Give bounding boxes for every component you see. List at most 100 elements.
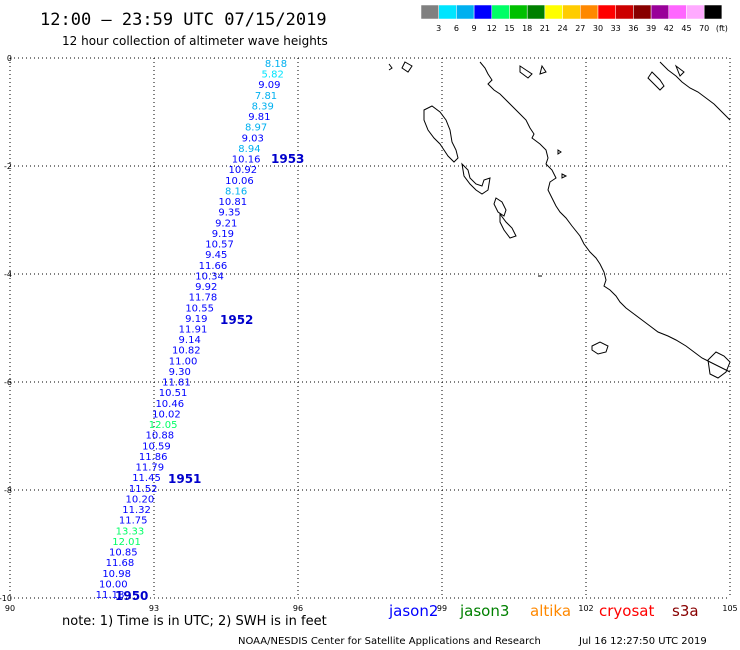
legend-label: 45 xyxy=(681,24,691,33)
legend-label: 12 xyxy=(487,24,497,33)
legend-swatch xyxy=(615,4,634,20)
orbit-number: 1951 xyxy=(168,472,201,486)
legend-swatch xyxy=(562,4,581,20)
swh-value: 9.03 xyxy=(242,133,264,144)
satellite-name: jason3 xyxy=(459,602,509,620)
swh-value: 12.01 xyxy=(112,537,141,548)
swh-value: 9.09 xyxy=(258,80,280,91)
swh-value: 11.78 xyxy=(189,293,218,304)
swh-value: 10.88 xyxy=(145,431,174,442)
legend-swatch xyxy=(633,4,652,20)
swh-value: 10.55 xyxy=(185,303,214,314)
legend-label: 30 xyxy=(593,24,603,33)
satellite-name: jason2 xyxy=(388,602,438,620)
swh-value: 11.91 xyxy=(179,325,208,336)
swh-value: 8.39 xyxy=(252,101,274,112)
longitude-ticks: 90 93 96 99 102 105 xyxy=(5,604,738,613)
legend-swatch xyxy=(686,4,705,20)
swh-value: 10.98 xyxy=(102,569,131,580)
legend-label: 27 xyxy=(575,24,585,33)
legend-swatch xyxy=(597,4,616,20)
legend-swatch xyxy=(544,4,563,20)
swh-value: 8.18 xyxy=(265,59,287,70)
footer-credit: NOAA/NESDIS Center for Satellite Applica… xyxy=(238,636,541,647)
latitude-tick: -4 xyxy=(4,270,12,279)
swh-value: 9.19 xyxy=(185,314,207,325)
orbit-number: 1953 xyxy=(271,152,304,166)
swh-value: 10.02 xyxy=(152,409,181,420)
swh-value: 10.16 xyxy=(232,155,261,166)
legend-label: 3 xyxy=(436,24,441,33)
legend-label: 24 xyxy=(558,24,568,33)
swh-value: 9.35 xyxy=(218,208,240,219)
color-legend: 3 6 9 12 15 18 21 24 27 30 33 36 39 42 45 70 (ft) xyxy=(420,4,728,33)
legend-swatch xyxy=(438,4,457,20)
swh-value: 9.14 xyxy=(179,335,201,346)
legend-label: 36 xyxy=(628,24,638,33)
satellite-name: cryosat xyxy=(599,602,654,620)
legend-label: 15 xyxy=(504,24,514,33)
swh-value: 9.21 xyxy=(215,218,237,229)
latitude-tick: -10 xyxy=(0,594,12,603)
legend-label: 18 xyxy=(522,24,532,33)
swh-value: 9.19 xyxy=(212,229,234,240)
swh-value: 11.68 xyxy=(106,558,135,569)
legend-label: 9 xyxy=(472,24,477,33)
longitude-tick: 93 xyxy=(149,604,159,613)
orbit-labels: 1953 1952 1951 1950 xyxy=(115,152,304,603)
swh-value: 11.52 xyxy=(129,484,158,495)
swh-value: 11.32 xyxy=(122,505,151,516)
swh-value: 11.79 xyxy=(136,463,165,474)
legend-label: 42 xyxy=(664,24,674,33)
swh-value: 5.82 xyxy=(262,70,284,81)
swh-value: 9.92 xyxy=(195,282,217,293)
swh-value: 10.82 xyxy=(172,346,201,357)
swh-value: 10.00 xyxy=(99,579,128,590)
swh-value: 11.00 xyxy=(169,356,198,367)
legend-swatch xyxy=(456,4,475,20)
swh-value: 10.92 xyxy=(228,165,257,176)
orbit-number: 1950 xyxy=(115,589,148,603)
longitude-tick: 102 xyxy=(578,604,593,613)
legend-swatch xyxy=(668,4,687,20)
swh-value: 10.51 xyxy=(159,388,188,399)
swh-value: 10.85 xyxy=(109,548,138,559)
swh-value: 10.57 xyxy=(205,240,234,251)
legend-label: 6 xyxy=(454,24,459,33)
swh-value: 11.75 xyxy=(119,516,148,527)
latitude-tick: -8 xyxy=(4,486,12,495)
footer-timestamp: Jul 16 12:27:50 UTC 2019 xyxy=(578,636,707,647)
map-title: 12:00 — 23:59 UTC 07/15/2019 xyxy=(40,10,327,30)
longitude-tick: 90 xyxy=(5,604,15,613)
swh-value: 10.46 xyxy=(155,399,184,410)
map-subtitle: 12 hour collection of altimeter wave hei… xyxy=(62,34,328,48)
swh-value: 11.81 xyxy=(162,378,191,389)
legend-swatch xyxy=(509,4,528,20)
legend-swatch xyxy=(650,4,670,20)
swh-value: 9.30 xyxy=(169,367,191,378)
legend-swatch xyxy=(703,4,723,20)
legend-swatch xyxy=(420,4,439,20)
legend-swatch xyxy=(580,4,599,20)
altimeter-track: 8.185.829.097.818.399.818.979.038.9410.1… xyxy=(96,59,287,601)
swh-value: 10.81 xyxy=(219,197,248,208)
footer-note: note: 1) Time is in UTC; 2) SWH is in fe… xyxy=(62,614,327,629)
swh-value: 10.34 xyxy=(195,271,224,282)
swh-value: 11.86 xyxy=(139,452,168,463)
swh-value: 9.45 xyxy=(205,250,227,261)
swh-value: 13.33 xyxy=(116,526,145,537)
swh-value: 7.81 xyxy=(255,91,277,102)
coastline xyxy=(388,61,731,379)
swh-value: 10.59 xyxy=(142,441,171,452)
latitude-tick: -2 xyxy=(4,162,12,171)
longitude-tick: 96 xyxy=(293,604,303,613)
orbit-number: 1952 xyxy=(220,313,253,327)
latitude-tick: 0 xyxy=(7,54,12,63)
legend-swatch xyxy=(491,4,510,20)
map-grid xyxy=(9,57,731,599)
longitude-tick: 99 xyxy=(437,604,447,613)
legend-label: 39 xyxy=(646,24,656,33)
swh-value: 11.45 xyxy=(132,473,161,484)
satellite-legend: jason2 jason3 altika cryosat s3a xyxy=(388,602,699,620)
